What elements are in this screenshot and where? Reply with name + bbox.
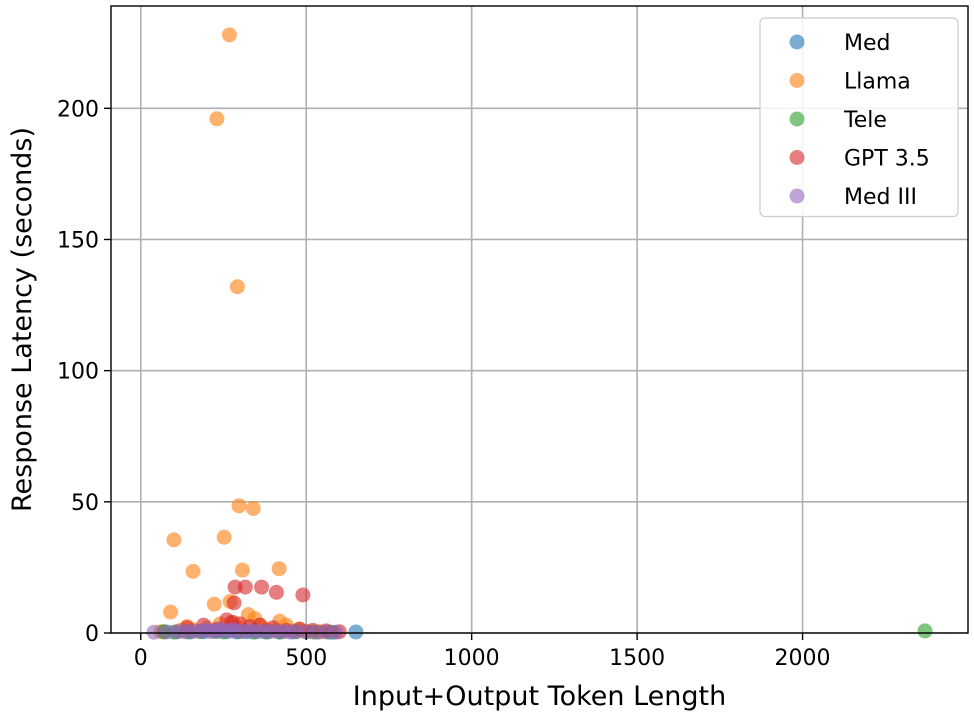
data-point bbox=[166, 532, 182, 548]
data-point bbox=[212, 621, 228, 637]
data-point bbox=[234, 562, 250, 578]
data-point bbox=[254, 579, 270, 595]
data-point bbox=[328, 624, 344, 640]
data-point bbox=[199, 622, 215, 638]
y-tick-label: 50 bbox=[71, 491, 99, 516]
data-point bbox=[227, 579, 243, 595]
plot-frame bbox=[110, 5, 969, 634]
data-point bbox=[268, 584, 284, 600]
legend-marker bbox=[789, 34, 805, 50]
data-point bbox=[216, 529, 232, 545]
data-point bbox=[209, 111, 225, 127]
x-axis-label: Input+Output Token Length bbox=[353, 681, 726, 712]
legend-marker bbox=[789, 111, 805, 127]
legend-label: Med III bbox=[844, 185, 917, 210]
legend-label: Med bbox=[844, 31, 890, 56]
data-point bbox=[271, 561, 287, 577]
data-point bbox=[185, 563, 201, 579]
legend-marker bbox=[789, 188, 805, 204]
legend-label: Llama bbox=[844, 70, 911, 95]
legend-label: Tele bbox=[843, 108, 887, 133]
y-axis-label: Response Latency (seconds) bbox=[7, 127, 38, 512]
y-tick-label: 200 bbox=[57, 97, 99, 122]
x-tick-label: 1500 bbox=[609, 646, 665, 671]
series-llama bbox=[153, 27, 327, 640]
series-med-iii bbox=[146, 621, 344, 640]
x-tick-label: 0 bbox=[134, 646, 148, 671]
legend: Med Llama Tele GPT 3.5 Med III bbox=[759, 17, 959, 218]
x-tick-label: 1000 bbox=[444, 646, 500, 671]
y-tick-label: 0 bbox=[85, 622, 99, 647]
x-tick-label: 2000 bbox=[775, 646, 831, 671]
data-point bbox=[917, 623, 933, 639]
data-point bbox=[231, 498, 247, 514]
data-point bbox=[146, 624, 162, 640]
x-axis-ticks: 0 500 1000 1500 2000 bbox=[134, 633, 831, 671]
x-tick-label: 500 bbox=[285, 646, 327, 671]
data-point bbox=[229, 279, 245, 295]
y-tick-label: 100 bbox=[57, 360, 99, 385]
data-point bbox=[225, 622, 241, 638]
data-point bbox=[206, 596, 222, 612]
data-point bbox=[295, 587, 311, 603]
data-point bbox=[348, 624, 364, 640]
y-tick-label: 150 bbox=[57, 228, 99, 253]
y-axis-ticks: 0 50 100 150 200 bbox=[57, 97, 111, 647]
data-point bbox=[245, 500, 261, 516]
data-point bbox=[237, 579, 253, 595]
legend-marker bbox=[789, 150, 805, 165]
legend-frame bbox=[759, 17, 959, 218]
data-points bbox=[146, 27, 933, 640]
legend-label: GPT 3.5 bbox=[844, 147, 930, 172]
data-point bbox=[163, 604, 179, 620]
data-point bbox=[221, 27, 237, 43]
legend-marker bbox=[789, 73, 805, 88]
data-point bbox=[226, 595, 242, 611]
